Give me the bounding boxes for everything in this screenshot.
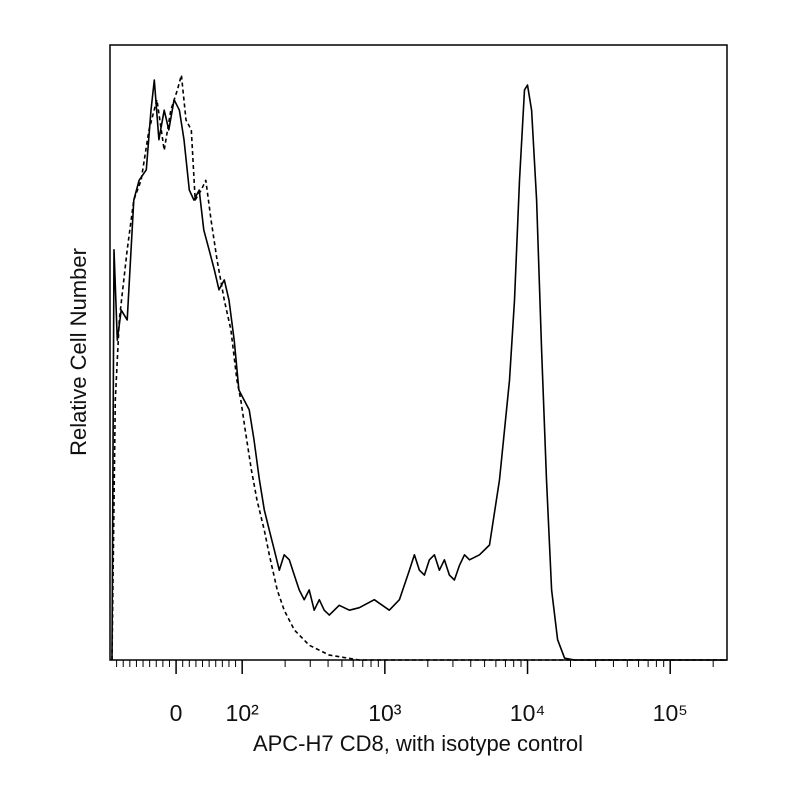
x-axis-label: APC-H7 CD8, with isotype control (253, 731, 583, 756)
x-tick-label: 0 (170, 700, 183, 726)
x-tick-label: 10² (226, 700, 260, 726)
plot-frame (109, 44, 728, 661)
histogram-line (111, 79, 727, 661)
x-tick-label: 10⁴ (510, 700, 545, 726)
histogram-line (111, 74, 727, 661)
x-tick-label: 10⁵ (653, 700, 688, 726)
x-tick-label: 10³ (368, 700, 402, 726)
y-axis-label: Relative Cell Number (66, 248, 91, 456)
